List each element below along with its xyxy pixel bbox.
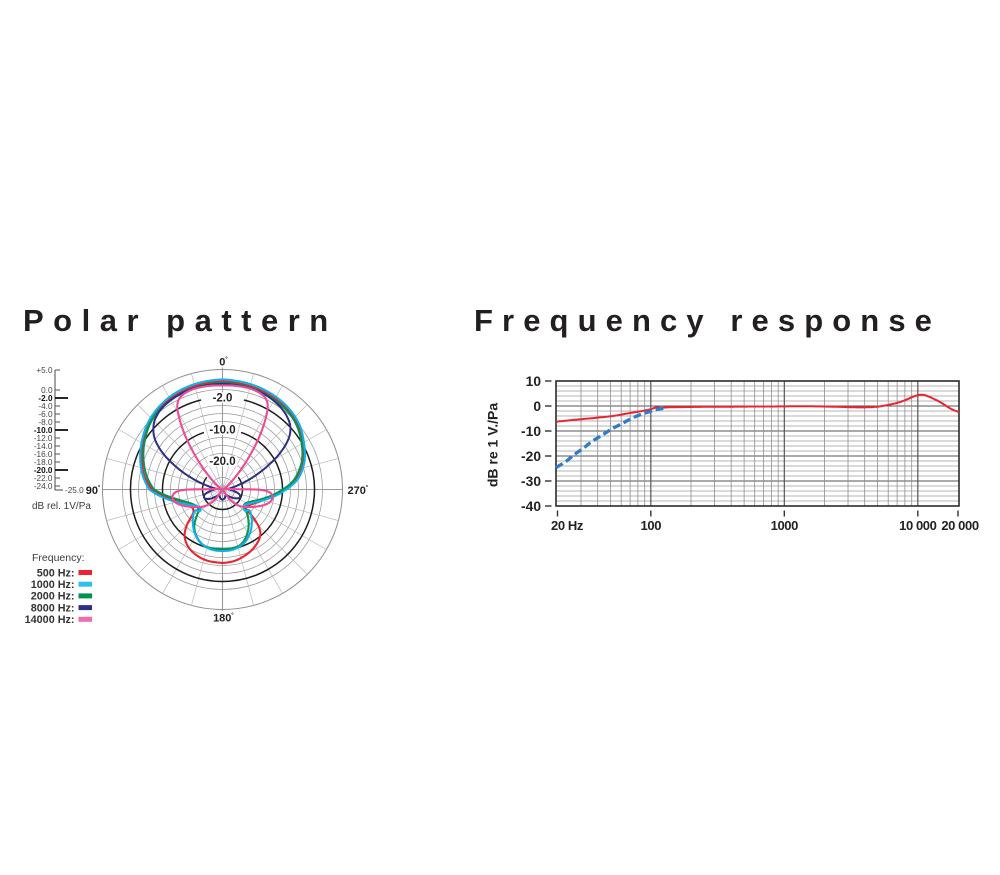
svg-text:500 Hz:: 500 Hz:	[37, 567, 75, 579]
svg-text:-25.0: -25.0	[65, 486, 84, 495]
svg-text:10: 10	[526, 374, 542, 389]
svg-text:-20.0: -20.0	[34, 466, 53, 475]
svg-text:-20.0: -20.0	[209, 456, 235, 468]
svg-text:100: 100	[641, 518, 662, 533]
svg-text:20 000: 20 000	[941, 518, 979, 533]
svg-text:0.0: 0.0	[41, 386, 53, 395]
svg-text:-4.0: -4.0	[38, 402, 53, 411]
svg-text:Frequency:: Frequency:	[32, 552, 85, 564]
svg-text:-10.0: -10.0	[34, 426, 53, 435]
svg-text:-18.0: -18.0	[34, 458, 53, 467]
svg-text:270˚: 270˚	[348, 484, 369, 497]
svg-text:-12.0: -12.0	[34, 434, 53, 443]
svg-text:-14.0: -14.0	[34, 442, 53, 451]
svg-text:-40: -40	[521, 499, 541, 514]
svg-text:-8.0: -8.0	[38, 418, 53, 427]
svg-text:-10.0: -10.0	[209, 425, 235, 437]
svg-text:1000 Hz:: 1000 Hz:	[31, 579, 75, 591]
svg-text:2000 Hz:: 2000 Hz:	[31, 591, 75, 603]
svg-text:-6.0: -6.0	[38, 410, 53, 419]
svg-text:180˚: 180˚	[213, 612, 234, 625]
svg-text:-22.0: -22.0	[34, 474, 53, 483]
svg-text:0: 0	[533, 399, 541, 414]
svg-text:-30: -30	[521, 474, 541, 489]
svg-text:dB rel. 1V/Pa: dB rel. 1V/Pa	[32, 501, 91, 512]
svg-text:+5.0: +5.0	[36, 366, 53, 375]
svg-text:-16.0: -16.0	[34, 450, 53, 459]
svg-text:dB re 1 V./Pa: dB re 1 V./Pa	[485, 403, 501, 488]
svg-text:14000 Hz:: 14000 Hz:	[25, 614, 75, 626]
svg-text:-24.0: -24.0	[34, 482, 53, 491]
svg-text:-20: -20	[521, 449, 541, 464]
svg-text:20 Hz: 20 Hz	[551, 518, 584, 533]
svg-text:8000 Hz:: 8000 Hz:	[31, 602, 75, 614]
svg-text:1000: 1000	[771, 518, 798, 533]
svg-text:10 000: 10 000	[899, 518, 937, 533]
svg-text:-2.0: -2.0	[38, 394, 53, 403]
svg-text:-2.0: -2.0	[213, 393, 233, 405]
svg-text:0˚: 0˚	[219, 356, 228, 369]
svg-text:-10: -10	[521, 424, 541, 439]
svg-text:90˚: 90˚	[86, 484, 101, 497]
